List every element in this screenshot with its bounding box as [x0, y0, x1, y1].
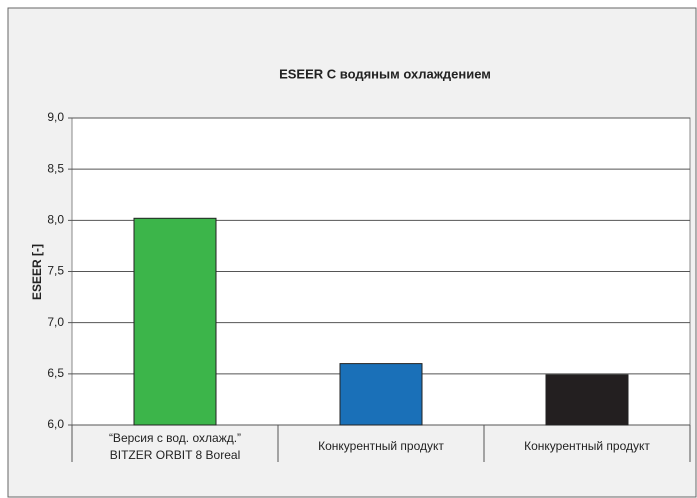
y-tick-label: 8,5: [47, 161, 64, 175]
y-tick-label: 6,0: [47, 417, 64, 431]
y-tick-label: 7,0: [47, 315, 64, 329]
x-tick-label: Конкурентный продукт: [524, 439, 650, 453]
y-axis-label: ESEER [-]: [30, 244, 44, 300]
y-tick-label: 8,0: [47, 213, 64, 227]
y-tick-label: 7,5: [47, 264, 64, 278]
y-tick-label: 9,0: [47, 110, 64, 124]
x-tick-label: Конкурентный продукт: [318, 439, 444, 453]
chart-title: ESEER С водяным охлаждением: [279, 66, 491, 81]
y-tick-label: 6,5: [47, 366, 64, 380]
bar: [133, 217, 217, 426]
x-tick-label: “Версия с вод. охлажд.” BITZER ORBIT 8 B…: [108, 431, 242, 462]
bar: [545, 374, 629, 426]
bar: [339, 363, 423, 426]
